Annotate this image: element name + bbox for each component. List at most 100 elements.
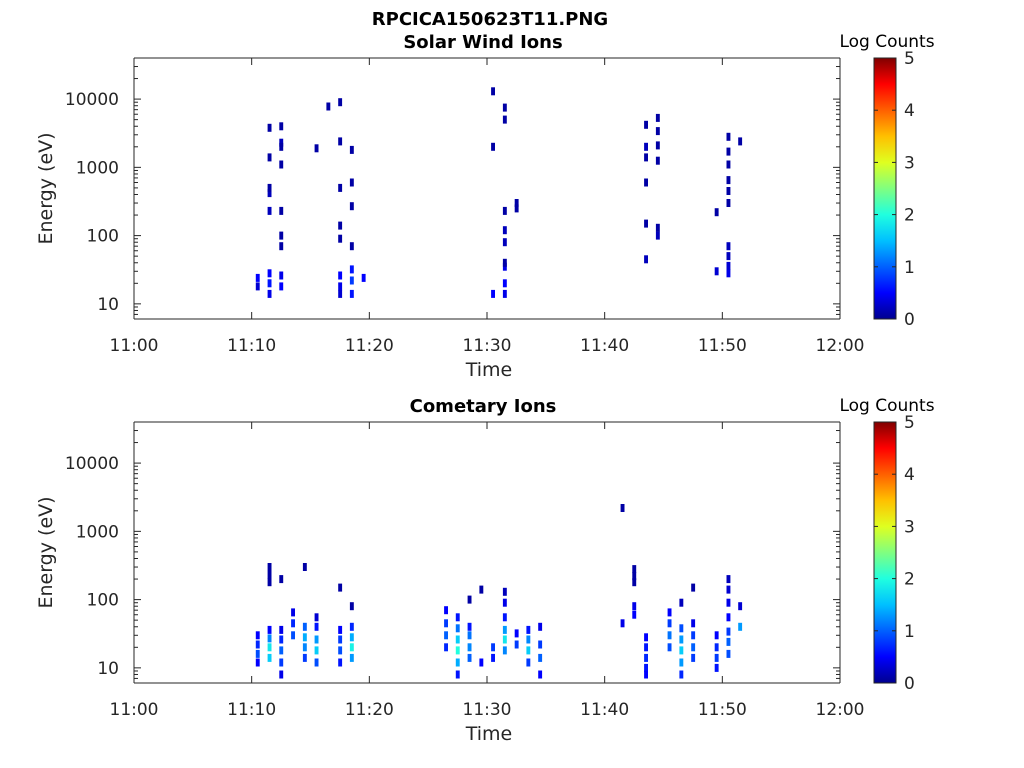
panel2-colorbar-tick-label: 0 [904,674,915,694]
panel1-heatmap-cell [255,282,260,291]
panel2-heatmap-cell [691,619,696,628]
panel1-heatmap-cell [279,206,284,215]
panel2-heatmap-cell [302,633,307,642]
panel2-y-tick-label: 10000 [65,454,119,474]
panel2-heatmap-cell [502,598,507,607]
panel2-heatmap-cell [338,583,343,592]
panel2-heatmap-cell [314,658,319,667]
panel1-x-tick-label: 11:00 [110,336,159,356]
panel2-x-tick-label: 11:00 [110,700,159,720]
panel1-heatmap-cell [502,279,507,288]
panel1-colorbar-tick-label: 4 [904,101,915,121]
panel1-colorbar-label: Log Counts [839,32,934,52]
panel1-x-axis-label: Time [465,359,513,381]
panel1-heatmap-cell [726,132,731,141]
panel1-heatmap-cell [502,258,507,267]
panel1-colorbar-tick-label: 1 [904,258,915,278]
panel1-heatmap-cell [349,289,354,298]
panel1-heatmap-cell [326,102,331,111]
panel2-colorbar-tick-label: 2 [904,570,915,590]
panel2-heatmap-cell [644,633,648,642]
panel2-heatmap-cell [279,625,284,634]
panel2-heatmap-cell [502,613,507,622]
panel2-heatmap-cell [267,634,272,643]
panel2-heatmap-cell [267,653,272,662]
panel2-heatmap-cell [267,625,272,634]
panel1-heatmap-cell [655,141,660,150]
panel1-heatmap-cell [502,206,507,215]
panel2-heatmap-cell [714,631,719,640]
panel2-heatmap-cell [467,595,472,604]
panel1-heatmap-cell [655,223,660,232]
panel2-heatmap-cell [455,624,460,633]
panel2-heatmap-cell [526,625,531,634]
panel2-x-tick-label: 11:50 [698,700,747,720]
panel2-heatmap-cell [267,578,272,587]
panel1-colorbar-tick-label: 0 [904,310,915,330]
panel1-heatmap-cell [338,234,343,243]
panel2-heatmap-cell [691,631,696,640]
panel2-heatmap-cell [302,563,307,571]
panel2-colorbar-tick-label: 5 [904,413,915,433]
panel2-heatmap-cell [314,635,319,644]
panel2-heatmap-cell [679,658,684,667]
panel1-heatmap-cell [338,289,343,298]
panel2-heatmap-cell [691,583,696,592]
panel2-heatmap-cell [667,608,672,617]
panel1-heatmap-cell [349,265,354,274]
panel2-heatmap-cell [479,658,484,667]
panel1-x-tick-label: 11:20 [345,336,394,356]
panel1-heatmap-cell [491,87,495,96]
panel2-x-tick-label: 11:10 [227,700,276,720]
panel2-colorbar-tick-label: 4 [904,465,915,485]
panel2-y-tick-label: 1000 [76,522,119,542]
panel2-heatmap-cell [679,624,684,633]
panel1-heatmap-cell [655,113,660,122]
panel1-heatmap-cell [655,127,660,136]
panel1-heatmap-cell [338,137,343,146]
panel2-heatmap-cell [538,640,543,649]
panel2-heatmap-cell [644,663,648,672]
panel2-heatmap-cell [526,635,531,644]
panel2-colorbar [873,421,897,684]
panel1-heatmap-cell [279,138,284,147]
panel2-x-tick-label: 11:30 [463,700,512,720]
panel1-heatmap-cell [726,147,731,156]
panel2-heatmap-cell [679,598,684,607]
panel2-heatmap-cell [726,598,731,607]
panel2-y-tick-label: 10 [97,659,119,679]
panel2-heatmap-cell [632,572,637,581]
panel1-x-tick-label: 11:10 [227,336,276,356]
panel2-heatmap-cell [455,635,460,644]
panel1-heatmap-cell [279,142,284,151]
panel1-heatmap-cell [279,231,284,240]
panel1-heatmap-cell [726,187,731,195]
panel2-heatmap-cell [338,635,343,644]
panel1-heatmap-cell [655,231,660,240]
panel2-heatmap-cell [726,627,731,636]
panel2-y-tick-label: 100 [87,591,119,611]
panel2-heatmap-cell [267,643,272,652]
panel2-heatmap-cell [726,637,731,646]
panel1-colorbar-tick-label: 3 [904,153,915,173]
panel2-heatmap-cell [455,670,460,679]
panel1-y-tick-label: 1000 [76,158,119,178]
panel2-heatmap-cell [538,653,543,662]
panel2-heatmap-cell [726,613,731,622]
panel2-heatmap-cell [338,646,343,655]
panel2-heatmap-cell [502,646,507,655]
panel2-heatmap-cell [714,653,719,662]
panel2-heatmap-cell [632,602,637,611]
panel1-heatmap-cell [514,204,519,213]
panel1-heatmap-cell [349,242,354,251]
panel2-heatmap-cell [267,570,272,579]
panel1-heatmap-cell [502,226,507,235]
panel2-heatmap-cell [444,619,448,628]
panel1-heatmap-cell [267,206,272,215]
panel2-heatmap-cell [314,646,319,655]
panel2-heatmap-cell [291,631,295,640]
panel2-heatmap-cell [479,585,484,594]
panel2-heatmap-cell [714,663,719,672]
panel2-heatmap-cell [644,670,648,679]
panel2-heatmap-cell [491,653,495,662]
